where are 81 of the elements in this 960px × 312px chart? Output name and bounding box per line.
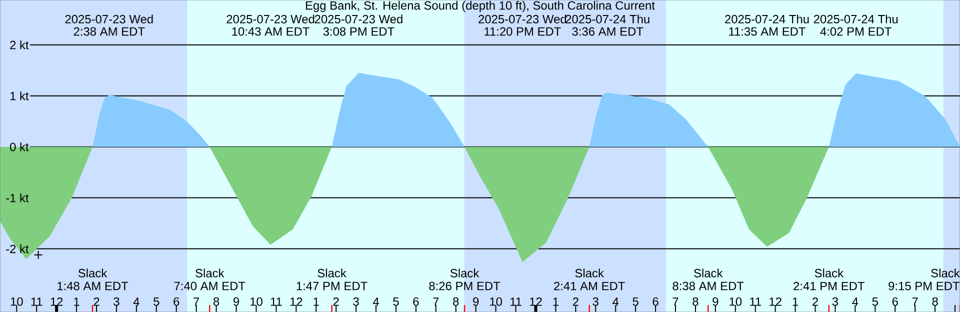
annotation: 1:47 PM EDT [296,282,368,290]
annotation: 2:41 AM EDT [554,282,625,290]
x-tick-label: 6 [892,297,898,306]
annotation: 2025-07-23 Wed [478,14,566,24]
x-tick-label: 7 [672,298,678,306]
annotation: 2025-07-24 Thu [725,14,809,24]
annotation: 3:36 AM EDT [572,27,644,36]
x-tick-label: 12 [530,297,542,306]
x-tick-label: 9 [234,297,240,306]
annotation: 2025-07-23 Wed [226,14,314,24]
x-tick-label: 10 [490,297,502,306]
x-tick-label: 10 [730,297,742,306]
annotation: Slack [318,268,346,278]
x-tick-label: 4 [852,298,858,306]
annotation: 11:20 PM EDT [484,27,561,36]
x-tick-label: 5 [872,297,878,306]
x-tick-label: 2 [333,297,339,306]
annotation: 2:38 AM EDT [74,27,145,36]
x-tick-label: 3 [353,297,359,306]
x-tick-label: 7 [912,298,918,306]
annotation: 9:15 PM EDT [888,282,960,290]
x-tick-label: 1 [792,298,798,306]
x-tick-label: 8 [932,297,938,306]
x-tick-label: 6 [174,297,180,306]
annotation: Slack [694,268,723,278]
x-tick-label: 5 [393,297,399,306]
annotation: Slack [196,268,224,278]
x-tick-label: 4 [133,298,140,306]
x-tick-label: 5 [154,297,160,306]
x-tick-label: 1 [74,298,80,306]
x-tick-label: 11 [750,298,761,306]
x-tick-label: 3 [114,297,120,306]
annotation: 1:48 AM EDT [58,282,128,290]
annotation: 2025-07-23 Wed [314,14,402,24]
x-tick-label: 4 [612,298,619,306]
annotation: 2:41 PM EDT [794,282,864,290]
annotation: Slack [931,268,960,278]
annotation: Slack [575,268,604,278]
x-tick-label: 5 [632,297,638,306]
chart-title: Egg Bank, St. Helena Sound (depth 10 ft), South Carolina Current [306,0,655,12]
annotation: Slack [450,268,480,278]
y-tick-label: -2 kt [6,244,29,254]
x-tick-label: 11 [270,298,282,306]
x-tick-label: 11 [510,298,522,306]
y-tick-label: 2 kt [10,40,29,50]
annotation: 2025-07-23 Wed [65,14,153,24]
x-tick-label: 3 [592,297,598,306]
x-tick-label: 6 [652,297,658,306]
x-tick-label: 4 [372,298,379,306]
annotation: 10:43 AM EDT [232,27,310,36]
annotation: Slack [78,268,108,278]
x-tick-label: 7 [194,298,200,306]
annotation: 4:02 PM EDT [820,27,892,36]
y-tick-label: 1 kt [10,91,29,100]
annotation: 11:35 AM EDT [729,27,806,36]
x-tick-label: 8 [453,297,459,306]
y-tick-label: -1 kt [6,193,29,202]
x-tick-label: 12 [50,297,63,306]
x-tick-label: 8 [213,297,220,306]
x-tick-label: 3 [832,297,838,306]
x-tick-label: 12 [770,297,782,306]
annotation: 2025-07-24 Thu [814,14,898,24]
annotation: 8:26 PM EDT [429,282,500,290]
x-tick-label: 1 [553,298,558,306]
x-tick-label: 7 [433,298,439,306]
annotation: Slack [814,268,844,278]
x-tick-label: 12 [290,297,302,306]
x-tick-label: 10 [250,297,262,306]
annotation: 2025-07-24 Thu [566,14,650,24]
x-tick-label: 1 [314,298,319,306]
x-tick-label: 2 [572,297,578,306]
x-tick-label: 8 [692,297,698,306]
x-tick-label: 2 [812,297,818,306]
annotation: 8:38 AM EDT [672,282,744,290]
x-tick-label: 11 [31,298,42,306]
x-tick-label: 10 [10,297,23,306]
x-tick-label: 6 [413,297,419,306]
annotation: 3:08 PM EDT [323,27,394,36]
annotation: 7:40 AM EDT [174,282,246,290]
x-tick-label: 9 [712,297,718,306]
x-tick-label: 9 [473,297,479,306]
